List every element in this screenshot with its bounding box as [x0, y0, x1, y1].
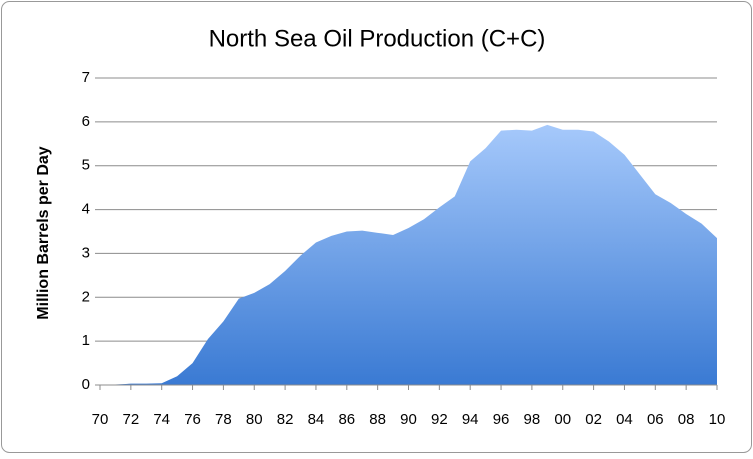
area	[100, 124, 717, 386]
x-tick-label: 86	[338, 411, 355, 428]
x-tick-label: 04	[616, 411, 633, 428]
x-tick-label: 98	[524, 411, 541, 428]
x-tick-label: 00	[554, 411, 571, 428]
x-tick-label: 72	[123, 411, 140, 428]
x-tick-label: 78	[215, 411, 232, 428]
x-tick-label: 96	[493, 411, 510, 428]
y-tick-label: 7	[82, 69, 90, 86]
y-tick-label: 3	[82, 244, 90, 261]
x-tick-label: 80	[246, 411, 263, 428]
x-tick-label: 90	[400, 411, 417, 428]
x-tick-label: 70	[92, 411, 109, 428]
x-tick-label: 76	[184, 411, 201, 428]
x-tick-label: 94	[462, 411, 479, 428]
y-tick-label: 0	[82, 376, 90, 393]
x-tick-label: 82	[277, 411, 294, 428]
y-axis-label: Million Barrels per Day	[35, 146, 52, 319]
x-tick-label: 88	[369, 411, 386, 428]
y-tick-label: 5	[82, 157, 90, 174]
y-tick-label: 4	[82, 201, 90, 218]
y-tick-label: 6	[82, 113, 90, 130]
y-tick-label: 1	[82, 332, 90, 349]
chart-title: North Sea Oil Production (C+C)	[209, 25, 546, 52]
x-tick-label: 02	[585, 411, 602, 428]
x-tick-label: 06	[647, 411, 664, 428]
x-tick-label: 84	[308, 411, 325, 428]
x-tick-label: 74	[153, 411, 170, 428]
x-tick-label: 10	[709, 411, 726, 428]
y-tick-label: 2	[82, 288, 90, 305]
x-tick-label: 08	[678, 411, 695, 428]
x-tick-label: 92	[431, 411, 448, 428]
